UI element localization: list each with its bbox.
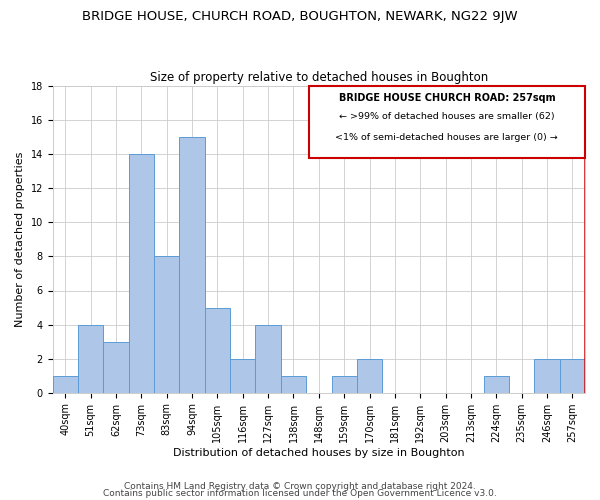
Text: BRIDGE HOUSE CHURCH ROAD: 257sqm: BRIDGE HOUSE CHURCH ROAD: 257sqm (338, 93, 555, 103)
Bar (205, 308, 230, 392)
Text: BRIDGE HOUSE, CHURCH ROAD, BOUGHTON, NEWARK, NG22 9JW: BRIDGE HOUSE, CHURCH ROAD, BOUGHTON, NEW… (82, 10, 518, 23)
Bar (256, 324, 281, 392)
FancyBboxPatch shape (308, 86, 585, 158)
Bar (78, 324, 103, 392)
Bar (179, 137, 205, 392)
Text: <1% of semi-detached houses are larger (0) →: <1% of semi-detached houses are larger (… (335, 132, 558, 141)
Bar (129, 154, 154, 392)
Bar (332, 376, 357, 392)
Bar (53, 376, 78, 392)
Bar (560, 358, 585, 392)
Bar (357, 358, 382, 392)
X-axis label: Distribution of detached houses by size in Boughton: Distribution of detached houses by size … (173, 448, 464, 458)
Bar (103, 342, 129, 392)
Y-axis label: Number of detached properties: Number of detached properties (15, 152, 25, 327)
Text: ← >99% of detached houses are smaller (62): ← >99% of detached houses are smaller (6… (339, 112, 554, 121)
Bar (281, 376, 306, 392)
Bar (154, 256, 179, 392)
Bar (230, 358, 256, 392)
Bar (535, 358, 560, 392)
Text: Contains public sector information licensed under the Open Government Licence v3: Contains public sector information licen… (103, 489, 497, 498)
Text: Contains HM Land Registry data © Crown copyright and database right 2024.: Contains HM Land Registry data © Crown c… (124, 482, 476, 491)
Bar (484, 376, 509, 392)
Title: Size of property relative to detached houses in Boughton: Size of property relative to detached ho… (150, 70, 488, 84)
